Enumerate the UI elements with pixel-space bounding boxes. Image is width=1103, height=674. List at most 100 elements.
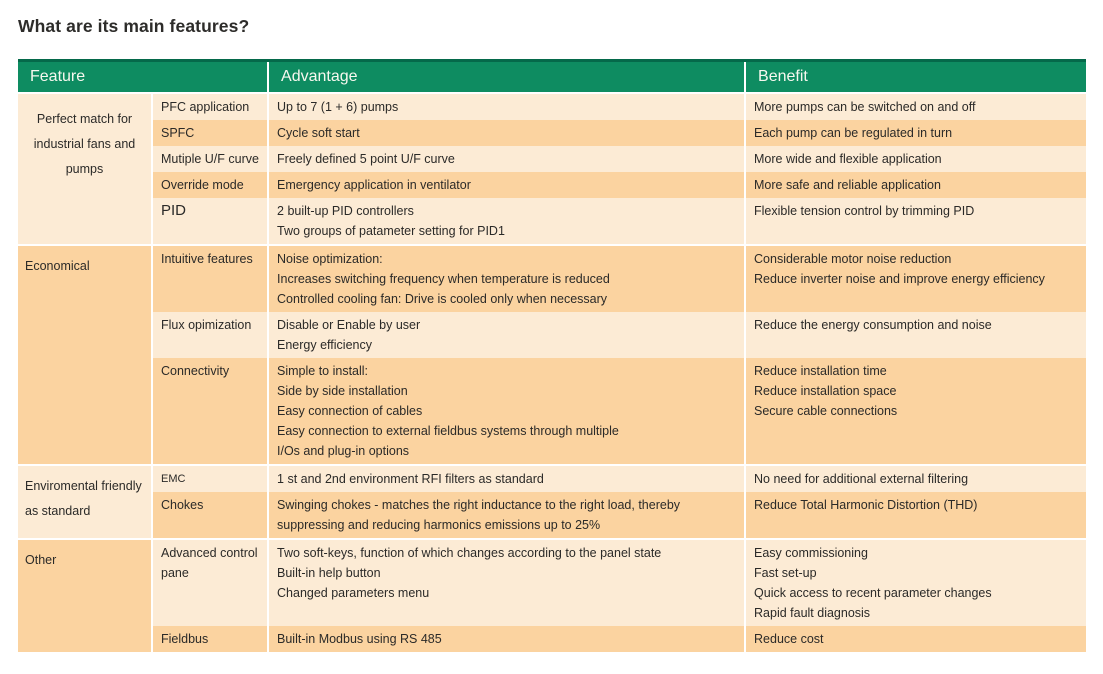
benefit-line: Reduce inverter noise and improve energy…	[754, 272, 1045, 286]
advantage-cell: Simple to install: Side by side installat…	[267, 358, 746, 465]
benefit-line: Secure cable connections	[754, 404, 898, 418]
benefit-line: Flexible tension control by trimming PID	[754, 204, 975, 218]
advantage-line: Increases switching frequency when tempe…	[277, 272, 610, 286]
benefit-cell: More wide and flexible application	[744, 146, 1087, 172]
feature-cell: SPFC	[150, 120, 269, 146]
advantage-line: Cycle soft start	[277, 126, 360, 140]
benefit-line: Each pump can be regulated in turn	[754, 126, 953, 140]
feature-cell: PFC application	[150, 92, 269, 120]
benefit-line: Reduce installation time	[754, 364, 887, 378]
benefit-line: Quick access to recent parameter changes	[754, 586, 992, 600]
feature-cell: Fieldbus	[150, 626, 269, 652]
advantage-cell: 1 st and 2nd environment RFI filters as …	[267, 464, 746, 492]
advantage-line: Emergency application in ventilator	[277, 178, 471, 192]
table-row: Fieldbus Built-in Modbus using RS 485 Redu…	[18, 626, 1087, 652]
advantage-cell: 2 built-up PID controllers Two groups of …	[267, 198, 746, 245]
section-label-cell: Enviromental friendly as standard	[18, 464, 152, 539]
benefit-line: No need for additional external filterin…	[754, 472, 969, 486]
table-row: Connectivity Simple to install: Side by si…	[18, 358, 1087, 465]
benefit-cell: Flexible tension control by trimming PID	[744, 198, 1087, 245]
advantage-cell: Swinging chokes - matches the right indu…	[267, 492, 746, 539]
table-row: Override mode Emergency application in ve…	[18, 172, 1087, 198]
advantage-line: 2 built-up PID controllers	[277, 204, 414, 218]
table-row: Perfect match for industrial fans and pu…	[18, 92, 1087, 245]
table-row: Enviromental friendly as standard EMC 1 st…	[18, 464, 1087, 539]
advantage-cell: Freely defined 5 point U/F curve	[267, 146, 746, 172]
advantage-line: Easy connection to external fieldbus sys…	[277, 424, 619, 438]
feature-cell: PID	[150, 198, 269, 245]
advantage-cell: Built-in Modbus using RS 485	[267, 626, 746, 652]
advantage-line: Built-in help button	[277, 566, 381, 580]
feature-cell: Override mode	[150, 172, 269, 198]
benefit-cell: More safe and reliable application	[744, 172, 1087, 198]
table-row: Economical Intuitive features Noise optimi…	[18, 244, 1087, 465]
feature-cell: Intuitive features	[150, 244, 269, 312]
advantage-line: Built-in Modbus using RS 485	[277, 632, 442, 646]
benefit-cell: Each pump can be regulated in turn	[744, 120, 1087, 146]
table-row: SPFC Cycle soft start Each pump can be reg…	[18, 120, 1087, 146]
advantage-line: I/Os and plug-in options	[277, 444, 410, 458]
benefit-line: Reduce cost	[754, 632, 824, 646]
advantage-line: Noise optimization:	[277, 252, 383, 266]
table-row: PID 2 built-up PID controllers Two groups …	[18, 198, 1087, 245]
benefit-line: Reduce Total Harmonic Distortion (THD)	[754, 498, 978, 512]
advantage-line: Swinging chokes - matches the right indu…	[277, 498, 681, 512]
advantage-line: Controlled cooling fan: Drive is cooled …	[277, 292, 608, 306]
feature-cell: Flux opimization	[150, 312, 269, 358]
benefit-cell: Reduce the energy consumption and noise	[744, 312, 1087, 358]
benefit-line: Rapid fault diagnosis	[754, 606, 871, 620]
benefit-cell: Reduce installation time Reduce installat…	[744, 358, 1087, 465]
advantage-line: Freely defined 5 point U/F curve	[277, 152, 455, 166]
advantage-line: Two soft-keys, function of which changes…	[277, 546, 662, 560]
table-body: Perfect match for industrial fans and pu…	[18, 92, 1087, 652]
advantage-line: Side by side installation	[277, 384, 408, 398]
advantage-line: Changed parameters menu	[277, 586, 430, 600]
benefit-line: Reduce the energy consumption and noise	[754, 318, 992, 332]
table-header: Feature Advantage Benefit	[18, 59, 1087, 93]
benefit-cell: Considerable motor noise reduction Reduce…	[744, 244, 1087, 312]
advantage-line: Up to 7 (1 + 6) pumps	[277, 100, 399, 114]
table-row: Other Advanced control pane Two soft-keys,…	[18, 538, 1087, 652]
advantage-line: 1 st and 2nd environment RFI filters as …	[277, 472, 544, 486]
benefit-cell: Easy commissioning Fast set-up Quick acces…	[744, 538, 1087, 626]
benefit-cell: More pumps can be switched on and off	[744, 92, 1087, 120]
page-title: What are its main features?	[18, 16, 250, 36]
column-header-feature: Feature	[18, 59, 269, 93]
advantage-cell: Up to 7 (1 + 6) pumps	[267, 92, 746, 120]
feature-cell: Advanced control pane	[150, 538, 269, 626]
benefit-line: Fast set-up	[754, 566, 817, 580]
benefit-line: Considerable motor noise reduction	[754, 252, 952, 266]
section-label-cell: Economical	[18, 244, 152, 465]
section-label-cell: Perfect match for industrial fans and pu…	[18, 92, 152, 245]
feature-cell: Connectivity	[150, 358, 269, 465]
header-row: Feature Advantage Benefit	[18, 59, 1087, 93]
table-row: Chokes Swinging chokes - matches the righ…	[18, 492, 1087, 539]
table-row: Mutiple U/F curve Freely defined 5 point …	[18, 146, 1087, 172]
column-header-benefit: Benefit	[744, 59, 1087, 93]
benefit-line: More wide and flexible application	[754, 152, 942, 166]
advantage-line: suppressing and reducing harmonics emiss…	[277, 518, 601, 532]
benefit-line: More pumps can be switched on and off	[754, 100, 976, 114]
benefit-line: Reduce installation space	[754, 384, 897, 398]
table-row: Flux opimization Disable or Enable by use…	[18, 312, 1087, 358]
benefit-cell: Reduce cost	[744, 626, 1087, 652]
advantage-cell: Two soft-keys, function of which changes…	[267, 538, 746, 626]
features-table: Feature Advantage Benefit Perfect match …	[18, 59, 1087, 652]
advantage-line: Simple to install:	[277, 364, 369, 378]
feature-cell: Chokes	[150, 492, 269, 539]
benefit-cell: Reduce Total Harmonic Distortion (THD)	[744, 492, 1087, 539]
advantage-line: Two groups of patameter setting for PID1	[277, 224, 505, 238]
feature-cell: EMC	[150, 464, 269, 492]
advantage-line: Easy connection of cables	[277, 404, 423, 418]
column-header-advantage: Advantage	[267, 59, 746, 93]
advantage-cell: Disable or Enable by user Energy efficien…	[267, 312, 746, 358]
advantage-line: Energy efficiency	[277, 338, 372, 352]
feature-cell: Mutiple U/F curve	[150, 146, 269, 172]
benefit-line: Easy commissioning	[754, 546, 868, 560]
benefit-line: More safe and reliable application	[754, 178, 941, 192]
advantage-cell: Noise optimization: Increases switching f…	[267, 244, 746, 312]
advantage-line: Disable or Enable by user	[277, 318, 421, 332]
section-label-cell: Other	[18, 538, 152, 652]
advantage-cell: Cycle soft start	[267, 120, 746, 146]
benefit-cell: No need for additional external filterin…	[744, 464, 1087, 492]
